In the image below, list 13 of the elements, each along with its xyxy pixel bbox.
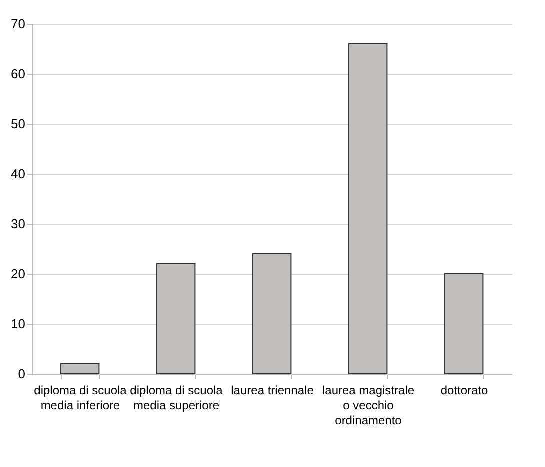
x-tick-label: diploma di scuola media superiore <box>130 384 224 412</box>
x-tick-label: dottorato <box>440 384 489 398</box>
y-tick-label: 50 <box>11 116 26 132</box>
x-tick-label: diploma di scuola media inferiore <box>34 384 128 412</box>
y-tick-label: 10 <box>11 316 26 332</box>
y-tick-label: 70 <box>11 16 26 32</box>
y-tick-label: 20 <box>11 266 26 282</box>
y-tick-label: 0 <box>18 366 26 382</box>
y-tick-label: 40 <box>11 166 26 182</box>
x-tick-label: laurea magistrale o vecchio ordinamento <box>322 384 415 428</box>
y-tick-label: 60 <box>11 66 26 82</box>
y-tick-label: 30 <box>11 216 26 232</box>
x-tick-label: laurea triennale <box>231 384 314 398</box>
